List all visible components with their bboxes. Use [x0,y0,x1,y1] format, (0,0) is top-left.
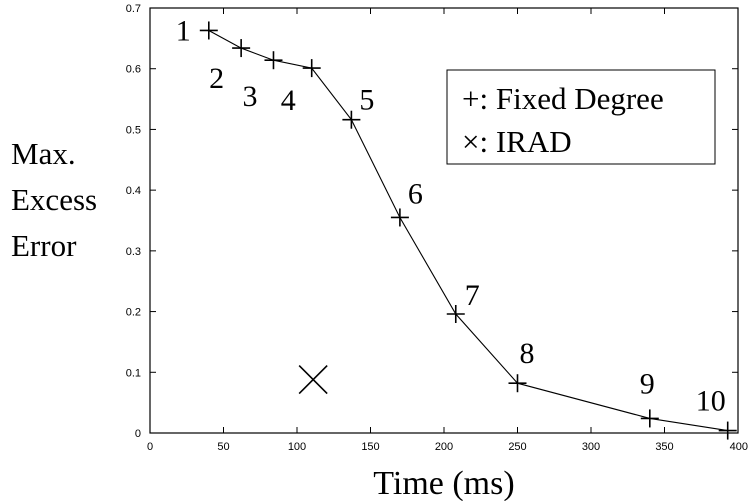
x-axis: 0 50 100 150 200 250 300 350 400 [147,8,748,453]
x-tick-label: 150 [361,441,379,453]
irad-series [298,365,328,395]
y-axis-title-line-1: Max. [11,136,76,171]
x-tick-label: 0 [147,441,153,453]
legend: +: Fixed Degree ×: IRAD [446,69,716,165]
x-tick-label: 200 [435,441,453,453]
y-tick-label: 0.5 [126,124,141,136]
y-axis: 0 0.1 0.2 0.3 0.4 0.5 0.6 0.7 [126,3,738,440]
fixed-degree-point-label: 9 [640,367,655,400]
x-tick-label: 400 [730,441,748,453]
y-tick-label: 0 [135,428,141,440]
irad-marker-stroke-2 [298,365,328,395]
y-tick-label: 0.7 [126,3,141,15]
legend-label-irad: ×: IRAD [462,124,572,159]
legend-box [446,69,716,165]
fixed-degree-point-label: 1 [176,14,191,47]
y-tick-label: 0.4 [126,185,141,197]
fixed-degree-point-label: 8 [520,337,535,370]
fixed-degree-point-label: 10 [696,385,726,418]
y-axis-title: Max. Excess Error [11,136,97,263]
fixed-degree-point-label: 5 [359,84,374,117]
fixed-degree-point-label: 2 [209,62,224,95]
x-tick-label: 300 [582,441,600,453]
fixed-degree-point-label: 3 [242,80,257,113]
x-axis-title: Time (ms) [373,465,514,501]
y-axis-title-line-2: Excess [11,182,97,217]
x-tick-label: 50 [217,441,229,453]
fixed-degree-point-label: 6 [408,177,423,210]
y-tick-label: 0.1 [126,367,141,379]
fixed-degree-point-label: 4 [281,84,296,117]
fixed-degree-point-label: 7 [465,279,480,312]
y-tick-label: 0.3 [126,246,141,258]
x-tick-label: 350 [655,441,673,453]
legend-label-fixed-degree: +: Fixed Degree [462,81,664,116]
y-tick-label: 0.2 [126,307,141,319]
fixed-degree-series: 123 4 5 6 7 8 9 10 [176,14,737,440]
x-tick-label: 250 [508,441,526,453]
fixed-degree-line [208,29,728,432]
y-tick-label: 0.6 [126,64,141,76]
y-axis-title-line-3: Error [11,228,77,263]
x-tick-label: 100 [288,441,306,453]
